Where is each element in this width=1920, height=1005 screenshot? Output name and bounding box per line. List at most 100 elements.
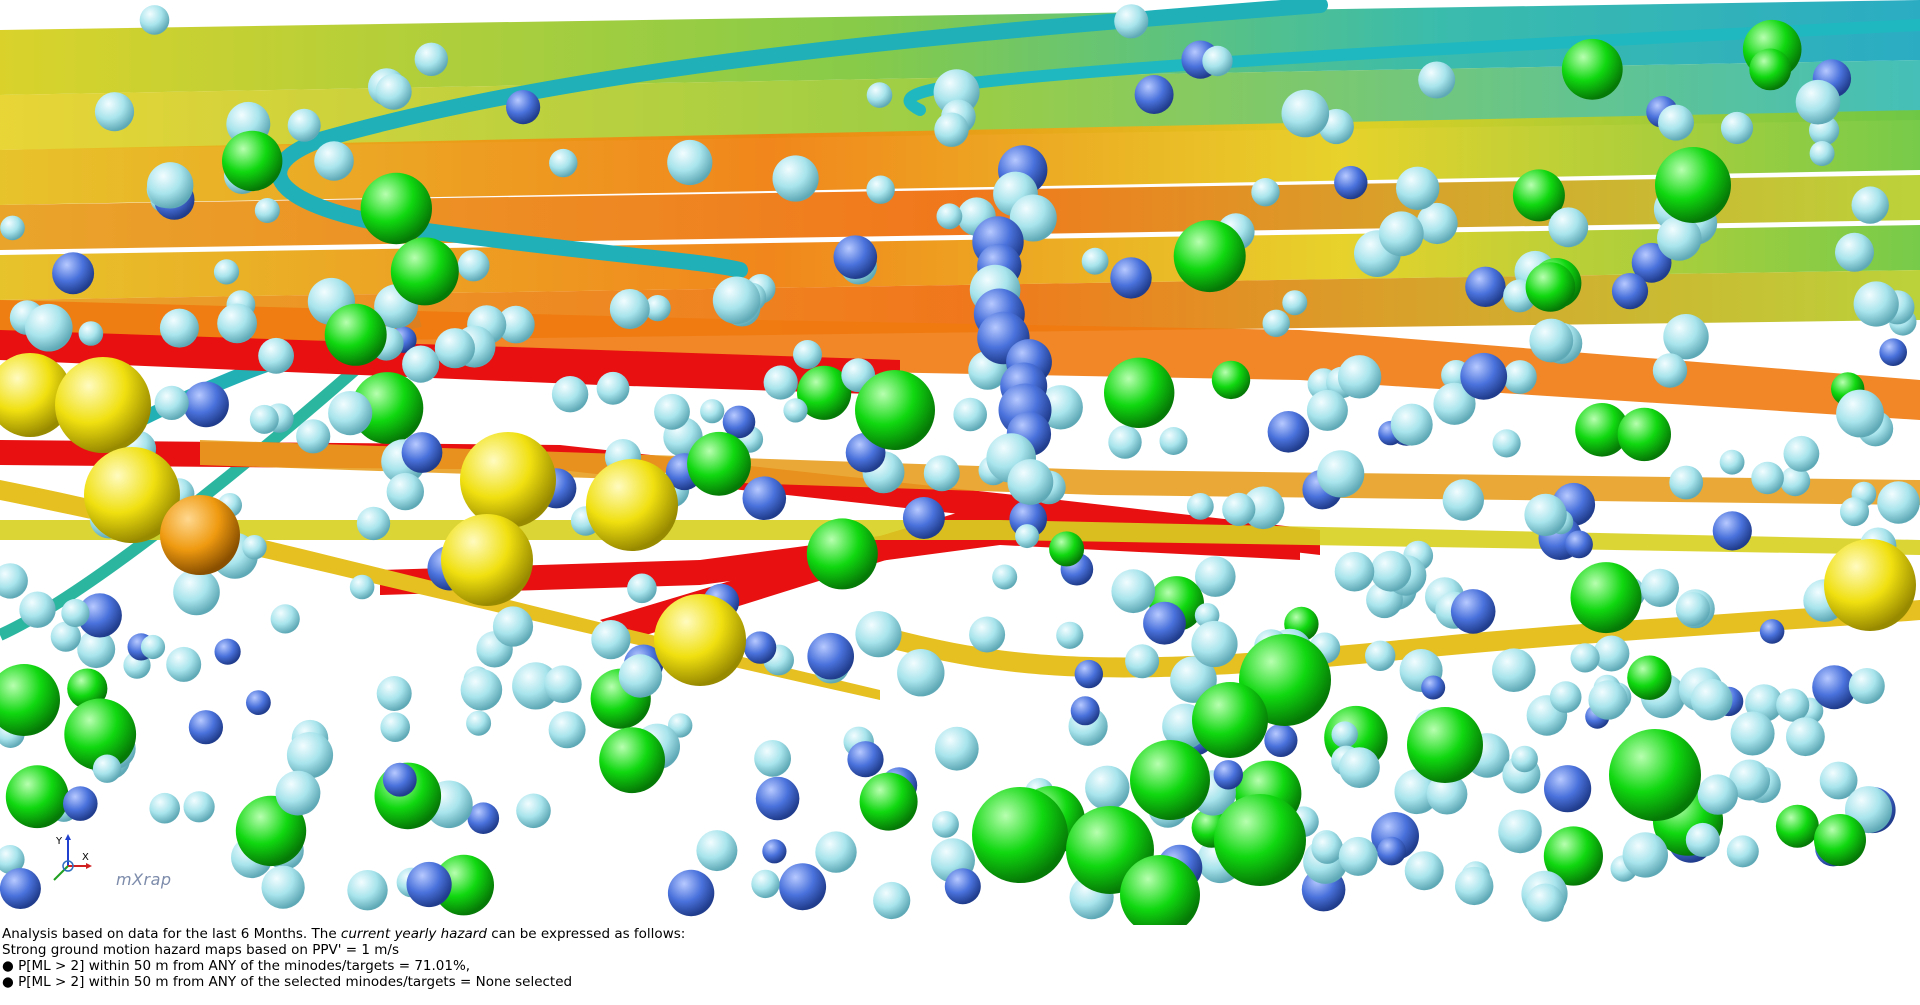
event-sphere-medium[interactable] [743, 631, 777, 664]
event-sphere-small[interactable] [1657, 216, 1702, 261]
event-sphere-large[interactable] [1775, 804, 1819, 848]
event-sphere-small[interactable] [1730, 711, 1775, 756]
event-sphere-larger[interactable] [460, 432, 556, 528]
event-sphere-small[interactable] [356, 506, 391, 541]
event-sphere-small[interactable] [159, 308, 199, 348]
event-sphere-small[interactable] [1751, 461, 1784, 495]
event-sphere-small[interactable] [270, 604, 300, 634]
event-sphere-small[interactable] [1396, 166, 1440, 210]
event-sphere-large[interactable] [797, 365, 852, 420]
event-sphere-small[interactable] [154, 385, 189, 420]
event-sphere-large[interactable] [1561, 38, 1623, 100]
event-sphere-medium[interactable] [902, 497, 945, 539]
event-sphere-medium[interactable] [1631, 242, 1672, 283]
event-sphere-large[interactable] [687, 431, 751, 496]
event-sphere-large[interactable] [1120, 855, 1200, 925]
event-sphere-larger[interactable] [586, 459, 678, 551]
event-sphere-small[interactable] [1570, 643, 1600, 673]
event-sphere-large[interactable] [855, 370, 935, 450]
event-sphere-small[interactable] [1697, 774, 1739, 815]
event-sphere-small[interactable] [434, 328, 475, 369]
event-sphere-small[interactable] [347, 870, 388, 911]
event-sphere-small[interactable] [183, 791, 215, 823]
event-sphere-small[interactable] [1729, 759, 1771, 801]
event-sphere-medium[interactable] [1110, 257, 1152, 299]
event-sphere-small[interactable] [376, 676, 412, 711]
event-sphere-small[interactable] [1835, 232, 1874, 272]
event-sphere-medium[interactable] [183, 381, 229, 428]
event-sphere-small[interactable] [1125, 644, 1160, 679]
event-sphere-small[interactable] [1588, 680, 1628, 720]
event-sphere-small[interactable] [1640, 568, 1679, 608]
event-sphere-medium[interactable] [1565, 530, 1593, 559]
event-sphere-large[interactable] [1655, 147, 1731, 223]
event-sphere-small[interactable] [1394, 769, 1440, 815]
event-sphere-small[interactable] [609, 289, 650, 329]
event-sphere-small[interactable] [1378, 211, 1424, 257]
event-sphere-small[interactable] [1222, 492, 1256, 526]
event-sphere-small[interactable] [1492, 429, 1521, 458]
event-sphere-medium[interactable] [847, 741, 884, 778]
event-sphere-medium[interactable] [1213, 760, 1244, 790]
seismic-events[interactable] [0, 4, 1920, 925]
event-sphere-large[interactable] [1173, 220, 1246, 293]
event-sphere-small[interactable] [275, 770, 321, 816]
event-sphere-small[interactable] [1081, 247, 1109, 275]
event-sphere-medium[interactable] [406, 861, 452, 908]
event-sphere-small[interactable] [866, 175, 895, 204]
event-sphere-small[interactable] [1776, 688, 1810, 722]
event-sphere-small[interactable] [627, 573, 657, 604]
event-sphere-medium[interactable] [1264, 723, 1298, 758]
event-sphere-small[interactable] [934, 112, 969, 147]
event-sphere-small[interactable] [1056, 621, 1084, 649]
event-sphere-small[interactable] [751, 869, 780, 899]
event-sphere-small[interactable] [94, 92, 135, 132]
event-sphere-small[interactable] [314, 141, 354, 181]
event-sphere-large[interactable] [972, 787, 1068, 883]
event-sphere-small[interactable] [254, 198, 280, 223]
event-sphere-medium[interactable] [779, 863, 827, 911]
event-sphere-large[interactable] [1570, 562, 1642, 634]
event-sphere-small[interactable] [1809, 141, 1835, 166]
event-sphere-medium[interactable] [944, 868, 981, 905]
event-sphere-small[interactable] [1015, 524, 1040, 549]
event-sphere-small[interactable] [1108, 425, 1142, 459]
event-sphere-large[interactable] [1627, 655, 1672, 700]
event-sphere-small[interactable] [19, 591, 56, 628]
event-sphere-small[interactable] [772, 155, 819, 202]
event-sphere-small[interactable] [1306, 389, 1348, 431]
event-sphere-medium[interactable] [667, 869, 715, 917]
event-sphere-large[interactable] [1617, 407, 1672, 462]
event-sphere-small[interactable] [516, 793, 551, 829]
event-sphere-small[interactable] [1191, 620, 1238, 668]
event-sphere-medium[interactable] [1465, 266, 1506, 307]
event-sphere-small[interactable] [261, 865, 305, 909]
event-sphere-medium[interactable] [1070, 696, 1100, 726]
event-sphere-large[interactable] [1104, 357, 1175, 428]
event-sphere-large[interactable] [351, 372, 424, 444]
event-sphere-large[interactable] [1749, 48, 1792, 91]
event-sphere-small[interactable] [0, 215, 25, 241]
3d-viewport[interactable]: Y X mXrap [0, 0, 1920, 925]
event-sphere-small[interactable] [249, 404, 279, 434]
event-sphere-small[interactable] [1819, 761, 1858, 800]
event-sphere-small[interactable] [149, 792, 180, 824]
event-sphere-small[interactable] [1331, 721, 1358, 748]
event-sphere-small[interactable] [1622, 832, 1669, 878]
event-sphere-small[interactable] [1339, 747, 1380, 788]
event-sphere-small[interactable] [815, 831, 857, 873]
event-sphere-large[interactable] [433, 854, 495, 916]
event-sphere-small[interactable] [92, 754, 122, 783]
event-sphere-larger[interactable] [84, 447, 180, 543]
event-sphere-small[interactable] [953, 397, 987, 432]
event-sphere-large[interactable] [1575, 403, 1629, 457]
event-sphere-small[interactable] [654, 393, 690, 430]
event-sphere-medium[interactable] [1334, 165, 1368, 200]
event-sphere-small[interactable] [386, 472, 424, 511]
event-sphere-small[interactable] [1370, 550, 1412, 592]
event-sphere-small[interactable] [402, 345, 440, 383]
event-sphere-small[interactable] [296, 419, 331, 454]
event-sphere-small[interactable] [1404, 851, 1444, 891]
event-sphere-medium[interactable] [755, 776, 800, 821]
event-sphere-small[interactable] [380, 712, 411, 742]
